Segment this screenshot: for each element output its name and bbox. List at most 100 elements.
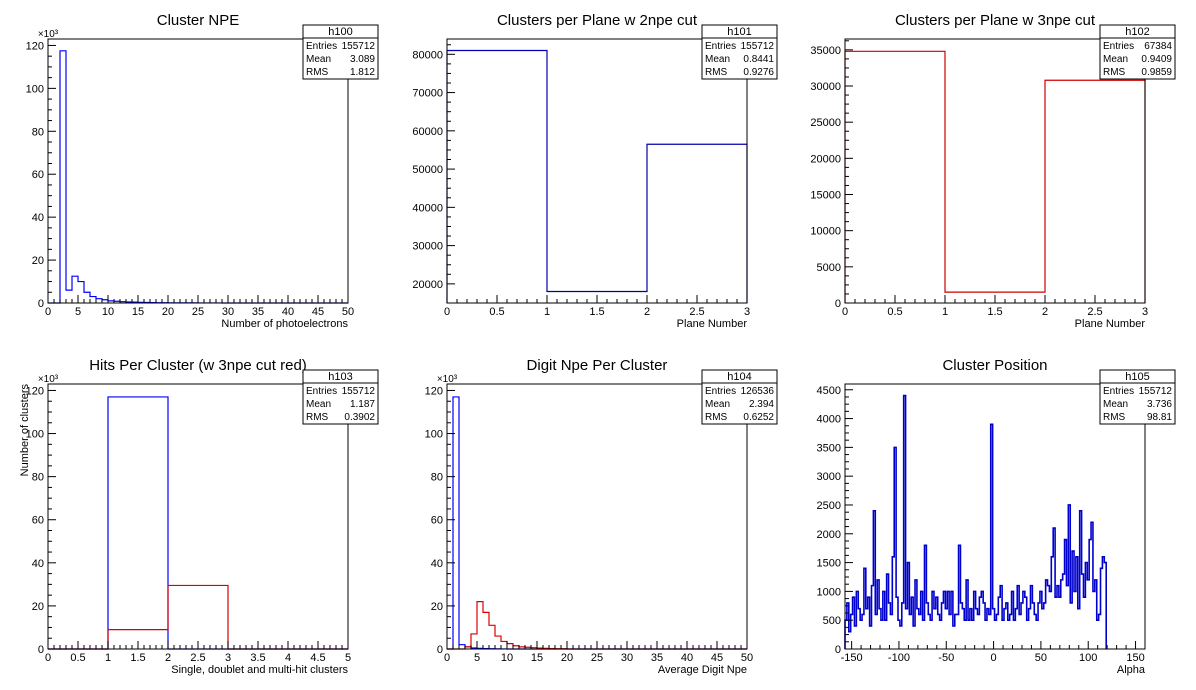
stats-row-value: 126536 [741, 386, 775, 397]
x-tick-label: 40 [681, 652, 693, 664]
x-tick-label: 1 [544, 306, 550, 318]
stats-histogram-name: h103 [328, 371, 352, 383]
y-tick-label: 40000 [412, 202, 443, 214]
x-tick-label: 15 [531, 652, 543, 664]
y-tick-label: 100 [425, 429, 443, 441]
y-tick-label: 10000 [810, 226, 841, 238]
x-tick-label: 50 [741, 652, 753, 664]
y-tick-label: 0 [38, 644, 44, 656]
chart-title: Clusters per Plane w 3npe cut [895, 12, 1096, 29]
x-tick-label: 2 [165, 652, 171, 664]
y-tick-label: 4500 [817, 385, 841, 397]
x-tick-label: 0.5 [489, 306, 504, 318]
stats-row-label: Mean [705, 399, 730, 410]
x-tick-label: 2 [644, 306, 650, 318]
y-tick-label: 50000 [412, 164, 443, 176]
y-tick-label: 500 [823, 615, 841, 627]
x-tick-label: 25 [192, 306, 204, 318]
x-tick-label: 0 [991, 652, 997, 664]
x-axis-label: Average Digit Npe [658, 664, 747, 676]
y-tick-label: 30000 [412, 241, 443, 253]
stats-row-value: 0.9276 [743, 67, 774, 78]
x-tick-label: 5 [474, 652, 480, 664]
stats-row-label: Mean [705, 54, 730, 65]
y-tick-label: 120 [26, 385, 44, 397]
y-tick-label: 2500 [817, 500, 841, 512]
chart-panel-1: Clusters per Plane w 2npe cut 0 0.5 1 1.5 2 2.… [412, 12, 778, 330]
chart-title: Cluster Position [942, 357, 1047, 374]
stats-row-label: Entries [1103, 386, 1134, 397]
stats-row-label: RMS [1103, 412, 1126, 423]
stats-row-label: RMS [705, 67, 728, 78]
x-tick-label: 5 [75, 306, 81, 318]
x-tick-label: -50 [938, 652, 954, 664]
x-axis-label: Alpha [1117, 664, 1146, 676]
chart-title: Cluster NPE [157, 12, 240, 29]
chart-panel-2: Clusters per Plane w 3npe cut 0 0.5 1 1.5 2 2.… [810, 12, 1176, 330]
stats-row-label: Entries [306, 386, 337, 397]
x-tick-label: 15 [132, 306, 144, 318]
x-tick-label: 20 [162, 306, 174, 318]
histogram-series-0 [844, 394, 1107, 649]
y-exponent-label: ×10³ [437, 374, 458, 385]
y-tick-label: 40 [32, 212, 44, 224]
y-exponent-label: ×10³ [38, 374, 59, 385]
stats-row-label: Mean [1103, 399, 1128, 410]
x-tick-label: 0 [45, 652, 51, 664]
y-tick-label: 60 [431, 515, 443, 527]
x-tick-label: 0 [45, 306, 51, 318]
y-tick-label: 0 [835, 644, 841, 656]
y-tick-label: 25000 [810, 117, 841, 129]
x-tick-label: 30 [222, 306, 234, 318]
y-tick-label: 30000 [810, 81, 841, 93]
stats-row-label: Mean [306, 399, 331, 410]
stats-histogram-name: h102 [1125, 26, 1149, 38]
y-tick-label: 60000 [412, 126, 443, 138]
x-tick-label: 40 [282, 306, 294, 318]
stats-row-label: Entries [306, 41, 337, 52]
stats-row-value: 1.187 [350, 399, 375, 410]
x-tick-label: 10 [102, 306, 114, 318]
histogram-series-0 [446, 49, 748, 303]
stats-row-label: RMS [1103, 67, 1126, 78]
y-tick-label: 0 [437, 644, 443, 656]
stats-row-value: 1.812 [350, 67, 375, 78]
y-tick-label: 100 [26, 429, 44, 441]
x-tick-label: 1.5 [589, 306, 604, 318]
stats-row-value: 155712 [1139, 386, 1173, 397]
histogram-series-1 [48, 584, 348, 650]
y-tick-label: 2000 [817, 529, 841, 541]
x-axis-label: Plane Number [677, 318, 748, 330]
y-tick-label: 80 [32, 472, 44, 484]
stats-row-label: Entries [705, 41, 736, 52]
x-tick-label: 25 [591, 652, 603, 664]
stats-row-value: 3.736 [1147, 399, 1172, 410]
x-tick-label: 0.5 [70, 652, 85, 664]
y-tick-label: 70000 [412, 88, 443, 100]
stats-row-value: 0.8441 [743, 54, 774, 65]
stats-box: h101 Entries 155712 Mean 0.8441 RMS 0.9276 [701, 24, 778, 80]
stats-row-value: 155712 [342, 41, 376, 52]
x-tick-label: 1.5 [130, 652, 145, 664]
stats-box: h103 Entries 155712 Mean 1.187 RMS 0.3902 [302, 369, 379, 425]
y-tick-label: 3500 [817, 442, 841, 454]
stats-row-value: 0.6252 [743, 412, 774, 423]
x-axis-label: Plane Number [1075, 318, 1146, 330]
y-tick-label: 80 [431, 472, 443, 484]
y-tick-label: 20000 [810, 153, 841, 165]
stats-row-label: Entries [1103, 41, 1134, 52]
stats-box-frame [1099, 369, 1176, 425]
x-tick-label: 45 [312, 306, 324, 318]
x-tick-label: 2.5 [190, 652, 205, 664]
stats-box: h100 Entries 155712 Mean 3.089 RMS 1.812 [302, 24, 379, 80]
x-axis-label: Single, doublet and multi-hit clusters [171, 664, 348, 676]
stats-row-label: Entries [705, 386, 736, 397]
x-tick-label: 50 [1035, 652, 1047, 664]
x-tick-label: 3 [1142, 306, 1148, 318]
x-tick-label: -100 [888, 652, 910, 664]
stats-row-label: RMS [306, 412, 329, 423]
y-tick-label: 5000 [817, 262, 841, 274]
y-tick-label: 20 [32, 255, 44, 267]
stats-box: h102 Entries 67384 Mean 0.9409 RMS 0.9859 [1099, 24, 1176, 80]
